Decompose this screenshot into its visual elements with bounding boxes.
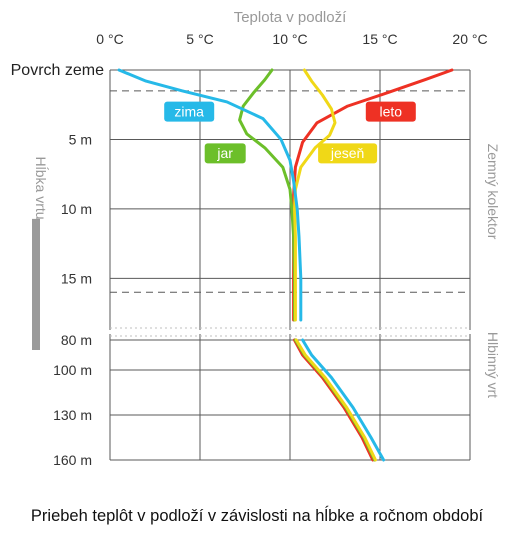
y-tick-label: 130 m — [53, 407, 92, 423]
depth-bar — [32, 219, 40, 350]
chart-container: Teplota v podloží 0 °C 5 °C 10 °C 15 °C 20 °C… — [0, 0, 514, 546]
x-tick-label: 0 °C — [96, 31, 123, 47]
y-axis-title: Hĺbka vrtu — [33, 157, 50, 220]
y-tick-label: 5 m — [69, 131, 92, 147]
series-leto — [294, 70, 452, 460]
region-label-lower: Hlbinný vrt — [485, 332, 501, 398]
legend-leto-label: leto — [380, 103, 403, 119]
y-tick-label: 100 m — [53, 362, 92, 378]
y-tick-label: 10 m — [61, 201, 92, 217]
surface-label: Povrch zeme — [11, 62, 104, 79]
x-tick-label: 20 °C — [452, 31, 487, 47]
y-tick-label: 15 m — [61, 270, 92, 286]
series-jesen — [295, 70, 376, 460]
legend-zima-label: zima — [174, 103, 204, 119]
x-tick-label: 15 °C — [362, 31, 397, 47]
chart-svg: Teplota v podloží 0 °C 5 °C 10 °C 15 °C 20 °C… — [0, 0, 514, 500]
legend-jar-label: jar — [216, 145, 233, 161]
x-tick-label: 10 °C — [272, 31, 307, 47]
region-label-upper: Zemný kolektor — [485, 144, 501, 240]
caption: Priebeh teplôt v podloží v závislosti na… — [0, 507, 514, 526]
x-axis-title: Teplota v podloží — [234, 9, 347, 26]
series-jar — [240, 70, 375, 460]
y-tick-label: 80 m — [61, 332, 92, 348]
axis-break-mask — [108, 330, 472, 334]
y-tick-label: 160 m — [53, 452, 92, 468]
legend-jesen-label: jeseň — [330, 145, 364, 161]
x-tick-label: 5 °C — [186, 31, 213, 47]
